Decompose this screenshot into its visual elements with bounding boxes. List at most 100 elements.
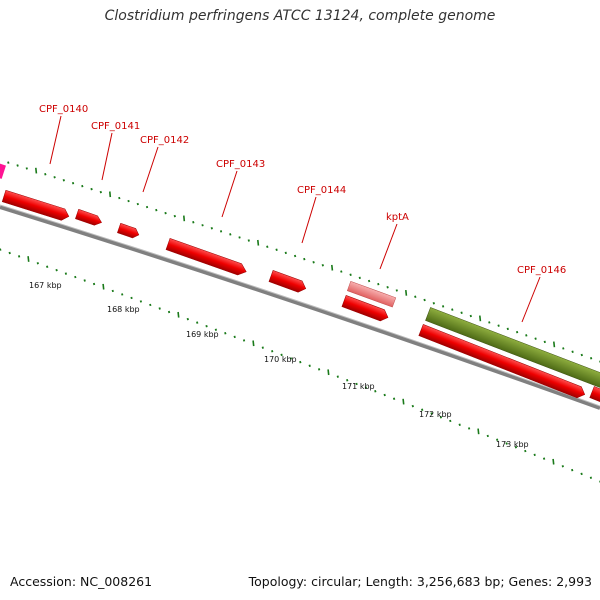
minor-tick	[580, 472, 583, 476]
major-tick	[252, 340, 255, 347]
minor-tick	[589, 357, 593, 360]
minor-tick	[543, 340, 546, 344]
minor-tick	[130, 296, 133, 300]
minor-tick	[261, 346, 264, 349]
minor-tick	[173, 214, 176, 218]
minor-tick	[62, 178, 65, 182]
minor-tick	[127, 199, 130, 203]
feature-CPF_0146-green-bar[interactable]	[425, 307, 600, 389]
minor-tick	[383, 393, 386, 397]
minor-tick	[414, 295, 417, 299]
minor-tick	[355, 382, 358, 386]
minor-tick	[25, 167, 28, 170]
gene-label-CPF_0146[interactable]: CPF_0146	[517, 265, 566, 276]
minor-tick	[336, 375, 339, 378]
minor-tick	[158, 307, 161, 310]
minor-tick	[358, 276, 361, 280]
major-tick	[109, 191, 112, 198]
major-tick	[405, 290, 408, 296]
genome-backbone-highlight	[0, 204, 600, 407]
minor-tick	[367, 279, 371, 283]
magenta-feature[interactable]	[0, 163, 6, 179]
minor-tick	[280, 353, 283, 357]
gene-label-CPF_0143[interactable]: CPF_0143	[216, 159, 265, 170]
major-tick	[257, 239, 260, 246]
minor-tick	[308, 364, 311, 367]
minor-tick	[44, 173, 47, 176]
minor-tick	[542, 457, 546, 460]
minor-tick	[303, 257, 306, 261]
minor-tick	[196, 321, 199, 324]
minor-tick	[505, 442, 508, 445]
minor-tick	[233, 335, 236, 339]
minor-tick	[136, 202, 139, 206]
genome-backbone	[0, 205, 600, 410]
minor-tick	[83, 279, 86, 282]
minor-tick	[497, 324, 500, 327]
gene-CPF_0144-arrow[interactable]	[268, 270, 308, 294]
minor-tick	[205, 324, 208, 328]
gene-label-CPF_0144[interactable]: CPF_0144	[297, 185, 346, 196]
minor-tick	[121, 293, 124, 296]
minor-tick	[411, 404, 414, 408]
gene-label-kptA[interactable]: kptA	[386, 212, 409, 223]
map-title: Clostridium perfringens ATCC 13124, comp…	[104, 8, 496, 24]
minor-tick	[224, 332, 227, 335]
minor-tick	[17, 255, 21, 258]
minor-tick	[432, 301, 435, 305]
minor-tick	[392, 397, 396, 400]
kbp-label: 168 kbp	[107, 305, 140, 314]
minor-tick	[496, 438, 499, 441]
gene-label-CPF_0141[interactable]: CPF_0141	[91, 121, 140, 132]
gene-next-arrow[interactable]	[589, 386, 600, 410]
minor-tick	[271, 350, 274, 353]
minor-tick	[0, 248, 2, 251]
minor-tick	[364, 386, 368, 389]
kbp-label: 172 kbp	[419, 410, 452, 419]
minor-tick	[441, 305, 445, 308]
minor-tick	[186, 317, 189, 321]
gene-CPF_0146-arrow[interactable]	[418, 324, 587, 400]
minor-tick	[449, 419, 452, 423]
minor-tick	[386, 286, 389, 289]
kbp-label: 173 kbp	[496, 440, 529, 449]
minor-tick	[321, 264, 324, 267]
minor-tick	[312, 260, 315, 264]
major-tick	[102, 283, 105, 290]
gene-kptA-bar[interactable]	[346, 280, 397, 308]
minor-tick	[8, 251, 11, 255]
kbp-label: 169 kbp	[186, 330, 219, 339]
gene-kptA-arrow[interactable]	[341, 295, 390, 323]
minor-tick	[92, 282, 96, 286]
minor-tick	[467, 427, 471, 430]
gene-CPF_0142-arrow[interactable]	[117, 222, 140, 239]
minor-tick	[90, 187, 93, 191]
gene-label-CPF_0142[interactable]: CPF_0142	[140, 135, 189, 146]
minor-tick	[349, 273, 352, 276]
minor-tick	[284, 251, 287, 255]
minor-tick	[55, 268, 58, 272]
gene-CPF_0140-arrow[interactable]	[1, 189, 70, 222]
minor-tick	[210, 227, 213, 230]
minor-tick	[469, 314, 472, 318]
minor-tick	[458, 423, 461, 426]
gene-CPF_0141-arrow[interactable]	[75, 208, 103, 227]
major-tick	[552, 458, 555, 465]
minor-tick	[514, 446, 518, 449]
minor-tick	[164, 211, 167, 215]
minor-tick	[486, 434, 489, 438]
minor-tick	[562, 347, 565, 350]
minor-tick	[36, 262, 39, 265]
major-tick	[183, 215, 186, 222]
major-tick	[27, 256, 30, 262]
minor-tick	[247, 239, 250, 242]
minor-tick	[167, 310, 171, 314]
gene-label-CPF_0140[interactable]: CPF_0140	[39, 104, 88, 115]
gene-CPF_0143-arrow[interactable]	[165, 238, 248, 277]
kbp-label: 170 kbp	[264, 355, 297, 364]
kbp-label: 167 kbp	[29, 281, 62, 290]
minor-tick	[46, 265, 49, 268]
minor-tick	[451, 308, 454, 311]
minor-tick	[242, 339, 246, 342]
